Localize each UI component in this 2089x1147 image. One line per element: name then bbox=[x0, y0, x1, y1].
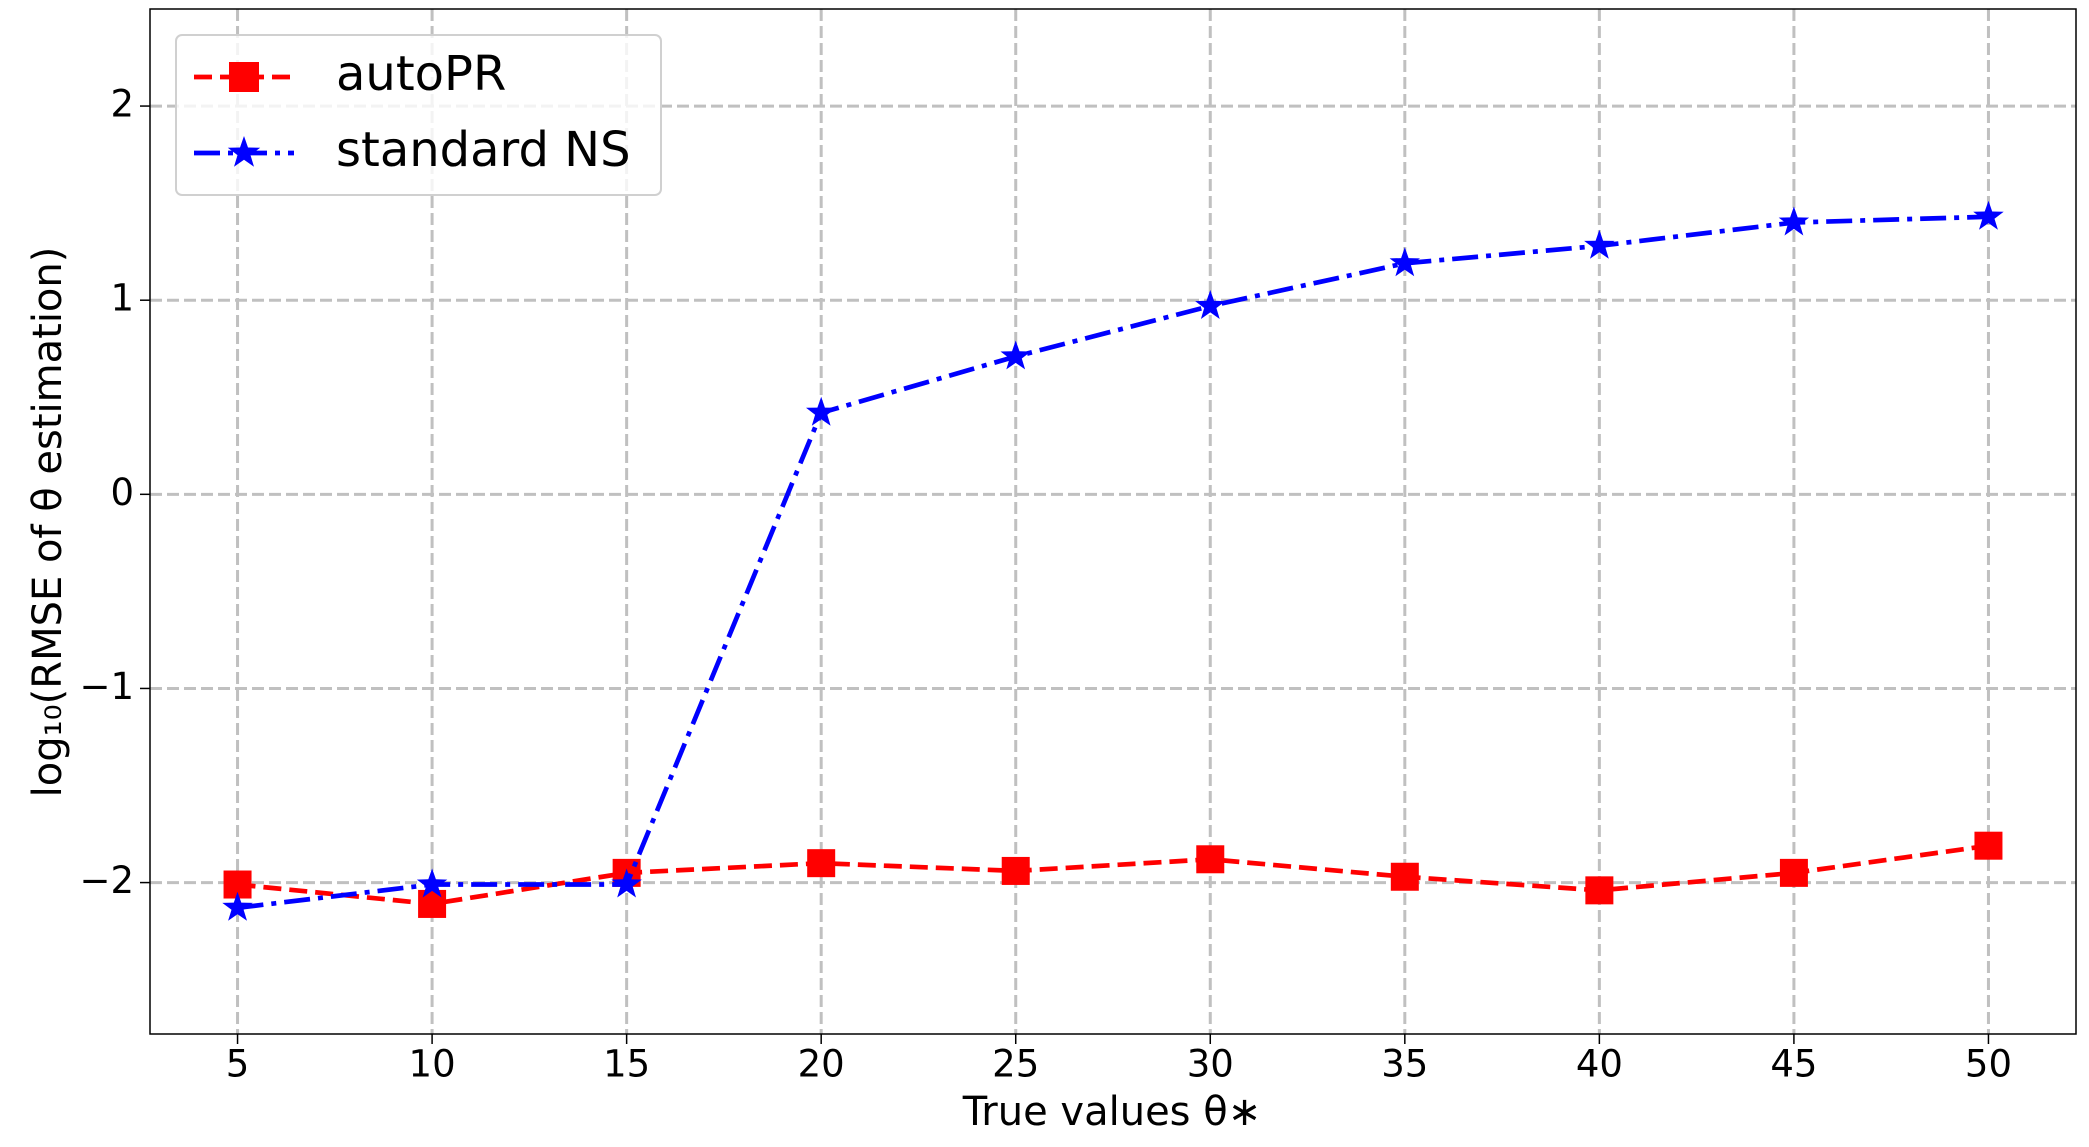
marker bbox=[1195, 290, 1226, 319]
y-tick-label: 2 bbox=[110, 83, 134, 126]
marker bbox=[1000, 340, 1031, 370]
x-tick-label: 20 bbox=[798, 1043, 845, 1086]
marker bbox=[1973, 200, 2004, 230]
legend-box bbox=[175, 34, 662, 196]
y-tick-label: 1 bbox=[110, 277, 134, 320]
marker bbox=[418, 889, 447, 918]
marker bbox=[1779, 858, 1808, 887]
marker bbox=[229, 62, 259, 92]
x-tick-label: 10 bbox=[409, 1043, 456, 1086]
x-tick-label: 35 bbox=[1381, 1043, 1428, 1086]
x-tick-label: 15 bbox=[603, 1043, 650, 1086]
x-tick-label: 25 bbox=[992, 1043, 1039, 1086]
x-tick-label: 45 bbox=[1770, 1043, 1817, 1086]
x-tick-label: 50 bbox=[1965, 1043, 2012, 1086]
y-tick-label: −1 bbox=[79, 665, 134, 708]
marker bbox=[416, 868, 448, 898]
series-line bbox=[237, 214, 1989, 911]
x-axis-label: True values θ∗ bbox=[962, 1089, 1261, 1135]
marker bbox=[1778, 206, 1810, 236]
marker bbox=[1584, 229, 1615, 259]
x-tick-label: 5 bbox=[226, 1043, 250, 1086]
marker bbox=[1585, 876, 1614, 905]
y-tick-label: −2 bbox=[79, 859, 134, 902]
series-line bbox=[237, 843, 1989, 907]
marker bbox=[1001, 856, 1030, 885]
marker bbox=[806, 396, 837, 426]
marker bbox=[1390, 862, 1419, 891]
legend-label: standard NS bbox=[336, 122, 631, 178]
marker bbox=[1196, 845, 1225, 874]
marker bbox=[1974, 831, 2003, 860]
marker bbox=[1389, 247, 1420, 277]
legend-label: autoPR bbox=[336, 46, 506, 102]
marker bbox=[222, 891, 253, 921]
plot-frame bbox=[149, 8, 2077, 1035]
y-tick-label: 0 bbox=[110, 471, 134, 514]
marker bbox=[807, 849, 836, 878]
marker bbox=[227, 136, 261, 167]
x-tick-label: 40 bbox=[1576, 1043, 1623, 1086]
y-axis-label: log₁₀(RMSE of θ estimation) bbox=[25, 247, 71, 798]
x-tick-label: 30 bbox=[1187, 1043, 1234, 1086]
marker bbox=[611, 868, 642, 898]
